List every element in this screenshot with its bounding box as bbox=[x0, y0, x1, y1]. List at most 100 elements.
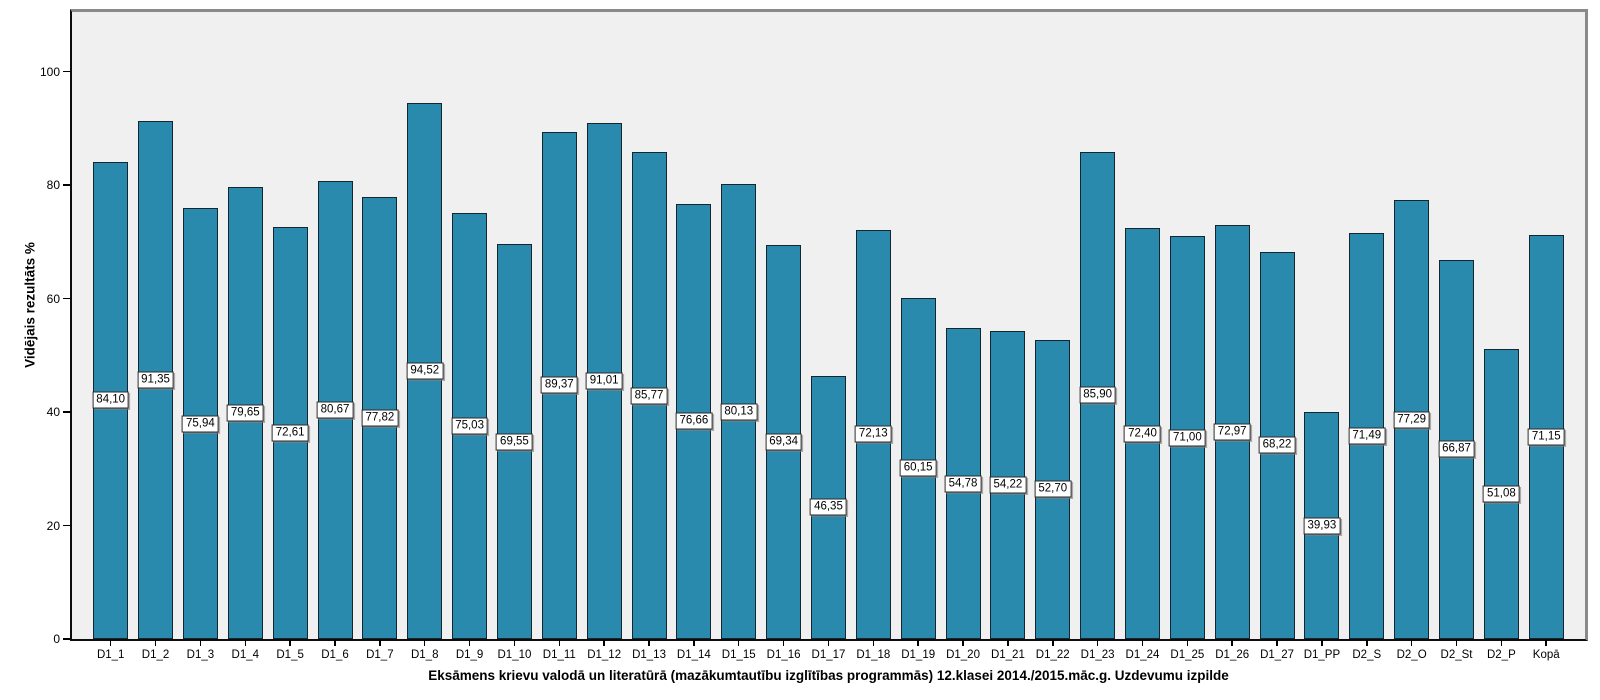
bar-value-label: 80,67 bbox=[316, 401, 354, 419]
x-axis-tick bbox=[1545, 640, 1547, 646]
x-axis-tick bbox=[558, 640, 561, 646]
x-tick-label: D1_20 bbox=[946, 649, 980, 661]
bar-value-label: 85,90 bbox=[1079, 386, 1116, 404]
x-axis-title: Eksāmens krievu valodā un literatūrā (ma… bbox=[428, 668, 1229, 683]
y-axis-tick bbox=[63, 524, 71, 527]
bar-value-label: 71,49 bbox=[1348, 427, 1386, 445]
bar-value-label: 54,78 bbox=[944, 475, 982, 493]
x-axis-tick bbox=[154, 640, 157, 646]
x-tick-label: D2_P bbox=[1486, 649, 1516, 661]
bar-value-label: 51,08 bbox=[1482, 485, 1520, 503]
bar-value-label: 71,15 bbox=[1527, 428, 1565, 446]
bar-value-label: 72,97 bbox=[1213, 423, 1251, 441]
bar-value-label: 94,52 bbox=[406, 362, 444, 380]
x-tick-label: D1_9 bbox=[455, 649, 484, 661]
y-tick-label: 60 bbox=[46, 291, 60, 306]
bars-layer: 84,10 91,35 75,94 79,65 72,61 80,67 77,82 94,52… bbox=[72, 12, 1585, 639]
x-tick-label: D1_22 bbox=[1035, 649, 1070, 661]
x-axis-tick bbox=[244, 640, 247, 646]
x-tick-label: D1_5 bbox=[276, 649, 304, 661]
x-tick-label: D2_St bbox=[1440, 649, 1473, 661]
y-tick-label: 0 bbox=[53, 632, 60, 646]
x-axis-tick bbox=[1500, 640, 1503, 646]
x-tick-label: D1_24 bbox=[1125, 649, 1160, 661]
x-tick-label: D1_6 bbox=[321, 649, 349, 661]
bar-value-label: 91,01 bbox=[585, 372, 623, 390]
x-tick-label: D1_8 bbox=[410, 649, 439, 661]
x-axis-tick bbox=[1276, 640, 1278, 646]
y-axis-tick bbox=[63, 184, 71, 186]
y-axis-tick bbox=[63, 297, 71, 300]
x-tick-label: D1_10 bbox=[497, 649, 532, 661]
bar-value-label: 77,82 bbox=[361, 409, 399, 427]
x-tick-label: D2_O bbox=[1396, 649, 1427, 661]
x-tick-label: D1_12 bbox=[587, 649, 622, 661]
x-tick-label: D1_1 bbox=[96, 649, 125, 661]
x-axis-tick bbox=[1186, 640, 1189, 646]
bar-value-label: 72,40 bbox=[1124, 425, 1161, 443]
x-tick-label: D1_2 bbox=[141, 649, 170, 661]
x-tick-label: Kopā bbox=[1532, 649, 1560, 661]
x-tick-label: D1_23 bbox=[1080, 649, 1115, 661]
x-axis-tick bbox=[1455, 640, 1458, 646]
bar-value-label: 84,10 bbox=[92, 391, 130, 409]
x-tick-label: D1_15 bbox=[721, 649, 756, 661]
x-tick-label: D1_26 bbox=[1215, 649, 1250, 661]
x-tick-label: D1_21 bbox=[990, 649, 1025, 661]
bar-value-label: 77,29 bbox=[1393, 411, 1431, 429]
x-tick-label: D1_3 bbox=[186, 649, 215, 661]
x-axis-tick bbox=[603, 640, 605, 646]
x-tick-label: D1_4 bbox=[231, 649, 260, 661]
x-axis-tick bbox=[1141, 640, 1144, 646]
x-tick-label: D1_7 bbox=[366, 649, 394, 661]
x-axis-tick bbox=[468, 640, 471, 646]
y-axis-tick bbox=[63, 638, 71, 640]
x-axis-tick bbox=[1410, 640, 1413, 646]
bar-value-label: 52,70 bbox=[1034, 480, 1072, 498]
x-axis-tick bbox=[648, 640, 650, 646]
bar-value-label: 91,35 bbox=[137, 371, 174, 389]
x-tick-label: D1_25 bbox=[1170, 649, 1205, 661]
bar-value-label: 80,13 bbox=[720, 403, 758, 421]
x-axis-tick bbox=[1366, 640, 1368, 646]
x-axis-tick bbox=[1231, 640, 1233, 646]
bar-value-label: 66,87 bbox=[1438, 440, 1475, 458]
bar-value-label: 71,00 bbox=[1168, 429, 1206, 447]
y-axis-tick bbox=[63, 70, 71, 73]
x-tick-label: D1_11 bbox=[542, 649, 576, 661]
x-tick-label: D1_17 bbox=[811, 649, 846, 661]
x-axis-tick bbox=[917, 640, 919, 646]
x-tick-label: D1_19 bbox=[901, 649, 936, 661]
y-tick-label: 40 bbox=[46, 405, 60, 419]
bar-value-label: 75,94 bbox=[182, 415, 219, 433]
bar-value-label: 54,22 bbox=[989, 476, 1027, 494]
x-axis-tick bbox=[782, 640, 785, 646]
bar-value-label: 79,65 bbox=[226, 404, 264, 422]
bar-value-label: 69,34 bbox=[765, 433, 802, 451]
bar-value-label: 72,13 bbox=[854, 425, 892, 443]
x-axis-tick bbox=[199, 640, 202, 646]
bar-value-label: 72,61 bbox=[271, 424, 309, 442]
y-tick-label: 100 bbox=[39, 64, 60, 79]
bar-value-label: 89,37 bbox=[540, 376, 578, 394]
x-axis-tick bbox=[962, 640, 964, 646]
bar-value-label: 46,35 bbox=[810, 498, 847, 516]
x-axis-tick bbox=[1321, 640, 1323, 646]
y-tick-label: 20 bbox=[46, 518, 60, 533]
x-axis-tick bbox=[109, 640, 112, 646]
x-axis-tick bbox=[289, 640, 291, 646]
x-axis-tick bbox=[379, 640, 381, 646]
y-tick-label: 80 bbox=[46, 178, 60, 192]
x-axis-tick bbox=[1096, 640, 1099, 646]
x-axis-tick bbox=[872, 640, 875, 646]
x-axis-tick bbox=[1007, 640, 1009, 646]
x-tick-label: D1_27 bbox=[1260, 649, 1294, 661]
bar-value-label: 39,93 bbox=[1303, 517, 1341, 535]
bar-value-label: 75,03 bbox=[451, 417, 488, 435]
bar-value-label: 85,77 bbox=[630, 387, 668, 405]
x-axis-tick bbox=[737, 640, 740, 646]
x-tick-label: D1_PP bbox=[1303, 649, 1341, 661]
bar-value-label: 68,22 bbox=[1258, 436, 1296, 454]
x-axis-tick bbox=[827, 640, 830, 646]
